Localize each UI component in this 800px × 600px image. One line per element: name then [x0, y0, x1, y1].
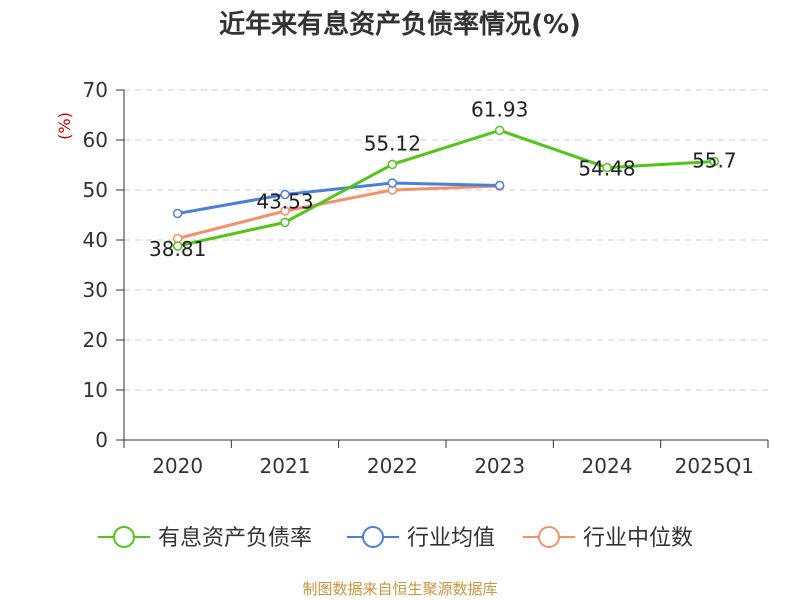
legend[interactable]: 有息资产负债率 行业均值 行业中位数 — [98, 526, 693, 551]
data-point[interactable] — [172, 208, 183, 219]
x-tick-label: 2022 — [367, 454, 418, 478]
series — [172, 125, 720, 251]
data-label: 61.93 — [471, 97, 528, 121]
data-point[interactable] — [494, 180, 505, 191]
y-tick-label: 50 — [83, 178, 108, 202]
data-labels: 38.81 43.53 55.12 61.93 54.48 55.7 — [149, 97, 737, 261]
legend-marker — [362, 526, 384, 548]
y-tick-label: 40 — [83, 228, 108, 252]
series-1 — [172, 178, 505, 219]
data-point[interactable] — [387, 178, 398, 188]
grid-lines — [124, 89, 768, 391]
y-tick-label: 30 — [83, 278, 108, 302]
y-axis-unit: (%) — [55, 112, 74, 140]
legend-label: 行业中位数 — [583, 526, 693, 551]
legend-item-1[interactable]: 行业均值 — [347, 526, 495, 551]
series-line — [177, 184, 500, 240]
y-tick-label: 0 — [95, 428, 108, 452]
data-label: 55.12 — [364, 131, 421, 155]
data-point[interactable] — [172, 241, 183, 251]
data-point[interactable] — [387, 159, 398, 170]
legend-item-2[interactable]: 行业中位数 — [523, 526, 693, 551]
x-tick-label: 2021 — [260, 454, 311, 478]
x-tick-label: 2020 — [152, 454, 203, 478]
x-tick-label: 2023 — [474, 454, 525, 478]
data-label: 38.81 — [149, 237, 206, 261]
legend-label: 有息资产负债率 — [158, 526, 312, 551]
data-label: 43.53 — [256, 189, 313, 213]
series-line — [177, 181, 500, 215]
y-tick-label: 70 — [83, 78, 108, 102]
x-tick-label: 2025Q1 — [675, 454, 754, 478]
y-tick-label: 20 — [83, 328, 108, 352]
series-2 — [172, 181, 505, 244]
data-label: 54.48 — [578, 157, 635, 181]
source-note: 制图数据来自恒生聚源数据库 — [302, 580, 497, 598]
series-line — [177, 128, 715, 248]
series-0 — [172, 125, 720, 251]
chart-title: 近年来有息资产负债率情况(%) — [219, 9, 581, 40]
data-point[interactable] — [709, 156, 720, 167]
legend-label: 行业均值 — [407, 526, 495, 551]
data-point[interactable] — [602, 162, 612, 173]
data-point[interactable] — [280, 189, 290, 200]
data-point[interactable] — [494, 125, 505, 136]
legend-item-0[interactable]: 有息资产负债率 — [98, 526, 312, 551]
legend-marker — [113, 526, 135, 548]
data-point[interactable] — [280, 217, 290, 228]
data-point[interactable] — [280, 206, 290, 216]
axes: 0 10 20 30 40 50 60 70 2020 2021 2022 2023 2024 2025Q… — [83, 78, 769, 478]
data-label: 55.7 — [692, 149, 737, 173]
y-tick-label: 60 — [83, 128, 108, 152]
y-tick-label: 10 — [83, 378, 108, 402]
legend-marker — [538, 526, 560, 548]
x-tick-label: 2024 — [582, 454, 633, 478]
